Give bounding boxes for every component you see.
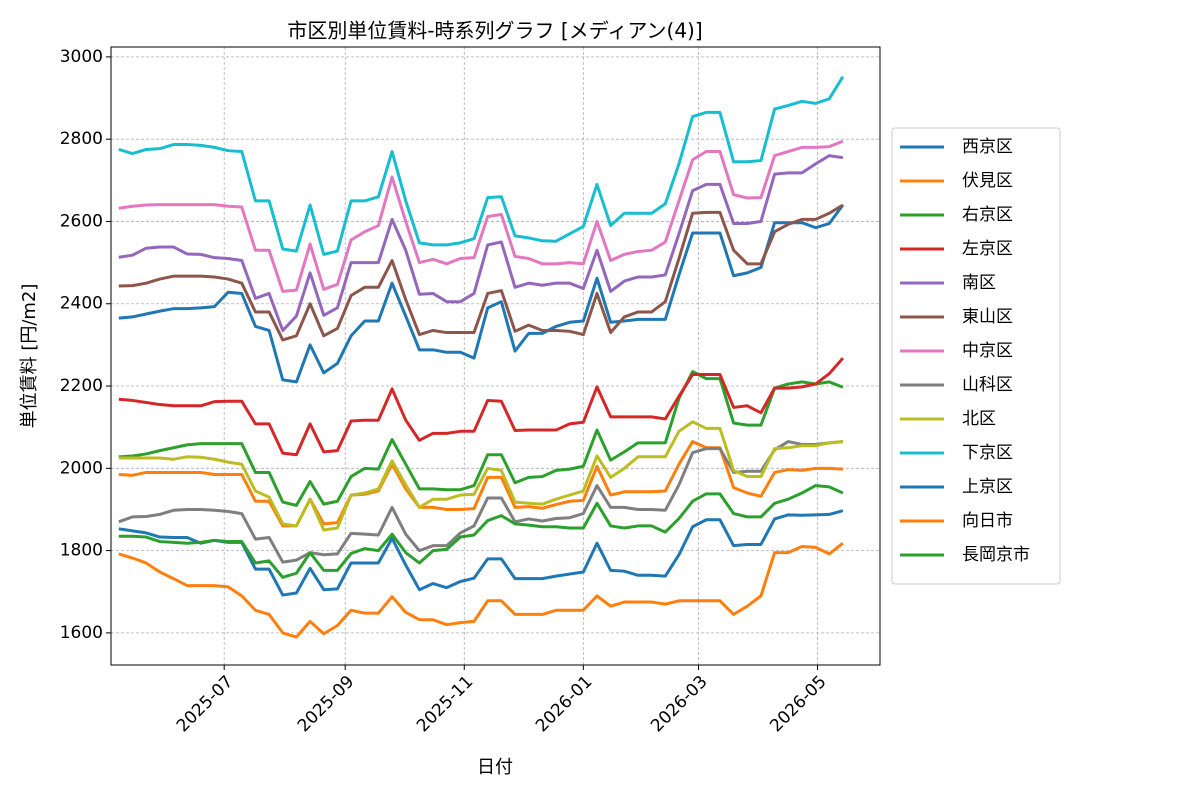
legend-label: 長岡京市 bbox=[962, 545, 1030, 565]
y-tick-label: 2400 bbox=[60, 294, 103, 314]
series-line bbox=[118, 357, 845, 457]
y-axis-label: 単位賃料 [円/m2] bbox=[19, 284, 40, 429]
x-axis-label: 日付 bbox=[477, 757, 513, 778]
y-tick-label: 2600 bbox=[60, 211, 103, 231]
plot-frame bbox=[110, 46, 881, 666]
legend-label: 山科区 bbox=[962, 375, 1013, 395]
series-line bbox=[118, 75, 845, 256]
series-line bbox=[118, 154, 844, 332]
y-tick-label: 2200 bbox=[60, 376, 103, 396]
series-line bbox=[118, 484, 844, 579]
series-line bbox=[118, 139, 844, 293]
y-tick-label: 1800 bbox=[60, 541, 103, 561]
legend-label: 右京区 bbox=[962, 205, 1013, 225]
legend-label: 伏見区 bbox=[962, 171, 1013, 191]
series-line bbox=[118, 440, 844, 564]
y-tick-label: 3000 bbox=[60, 47, 103, 67]
legend-box bbox=[891, 127, 1061, 585]
legend-label: 西京区 bbox=[962, 137, 1013, 157]
series-line bbox=[118, 203, 844, 342]
legend-label: 中京区 bbox=[962, 341, 1013, 361]
legend-label: 左京区 bbox=[962, 239, 1013, 259]
series-line bbox=[118, 204, 845, 384]
chart-title: 市区別単位賃料-時系列グラフ [メディアン(4)] bbox=[287, 19, 702, 43]
legend-label: 東山区 bbox=[962, 307, 1013, 327]
legend-label: 北区 bbox=[962, 409, 996, 429]
y-tick-label: 2800 bbox=[60, 129, 103, 149]
y-tick-label: 1600 bbox=[60, 623, 103, 643]
y-tick-label: 2000 bbox=[60, 458, 103, 478]
legend-label: 下京区 bbox=[962, 443, 1013, 463]
legend-label: 向日市 bbox=[962, 511, 1013, 531]
series-line bbox=[118, 542, 844, 639]
series-line bbox=[118, 370, 844, 507]
legend-label: 南区 bbox=[962, 273, 996, 293]
series-line bbox=[118, 420, 844, 532]
legend-label: 上京区 bbox=[962, 477, 1013, 497]
